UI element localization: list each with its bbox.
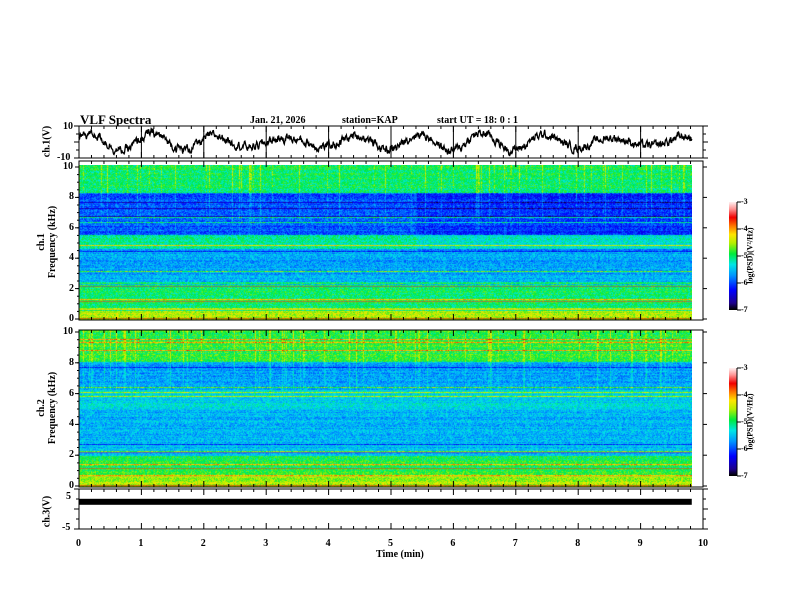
- frequency-tick-label: 6: [69, 221, 74, 233]
- colorbar-tick-label: -5: [741, 417, 748, 426]
- frequency-tick-label: 6: [69, 387, 74, 399]
- frequency-tick-label: 4: [69, 418, 74, 430]
- x-tick-label: 0: [76, 538, 81, 549]
- date-label: Jan. 21, 2026: [250, 115, 306, 126]
- ch1-spectrogram-frame: [78, 160, 704, 321]
- plot-title: VLF Spectra: [80, 112, 152, 127]
- x-axis-label: Time (min): [376, 549, 424, 560]
- frequency-tick-label: 10: [63, 161, 73, 172]
- ch1-ytick-bottom: -10: [57, 152, 71, 163]
- colorbar-tick-label: -6: [741, 278, 748, 287]
- frequency-tick-label: 2: [69, 449, 74, 461]
- colorbar-tick-label: -7: [741, 471, 748, 480]
- frequency-tick-label: 2: [69, 282, 74, 294]
- ch1-spectrogram-image: [79, 165, 692, 320]
- frequency-tick-label: 0: [69, 313, 74, 324]
- ch3-ytick-top: 5: [66, 491, 71, 502]
- colorbar-tick-label: -4: [741, 390, 748, 399]
- frequency-tick-label: 8: [69, 356, 74, 368]
- ch1-waveform-line: [78, 127, 693, 157]
- colorbar-tick-label: -3: [741, 363, 748, 372]
- frequency-tick-label: 8: [69, 191, 74, 203]
- ch1-ytick-top: 10: [63, 121, 73, 132]
- frequency-tick-label: 0: [69, 480, 74, 491]
- x-tick-label: 4: [325, 538, 331, 549]
- ch2-colorbar: [729, 368, 737, 476]
- colorbar-tick-label: -5: [741, 251, 748, 260]
- station-label: station=KAP: [342, 115, 398, 126]
- colorbar-tick-label: -7: [741, 305, 748, 314]
- x-tick-label: 9: [637, 538, 643, 549]
- ch3-waveform-line: [79, 498, 692, 505]
- colorbar-tick-label: -3: [741, 197, 748, 206]
- colorbar-tick-label: -4: [741, 224, 748, 233]
- x-tick-label: 6: [450, 538, 456, 549]
- x-tick-label: 1: [138, 538, 144, 549]
- x-tick-label: 8: [575, 538, 581, 549]
- x-tick-label: 10: [698, 538, 708, 549]
- x-tick-label: 3: [263, 538, 269, 549]
- ch1-colorbar: [729, 202, 737, 310]
- colorbar-tick-label: -6: [741, 444, 748, 453]
- frequency-tick-label: 10: [63, 326, 73, 337]
- ch2-spectrogram-frame: [78, 329, 704, 488]
- ch2-spectrogram-image: [79, 330, 692, 487]
- x-tick-label: 2: [200, 538, 206, 549]
- ch3-ytick-bottom: -5: [62, 522, 71, 533]
- x-tick-label: 7: [512, 538, 518, 549]
- frequency-tick-label: 4: [69, 252, 74, 264]
- start-time-label: start UT = 18: 0 : 1: [437, 115, 519, 126]
- x-tick-label: 5: [388, 538, 393, 549]
